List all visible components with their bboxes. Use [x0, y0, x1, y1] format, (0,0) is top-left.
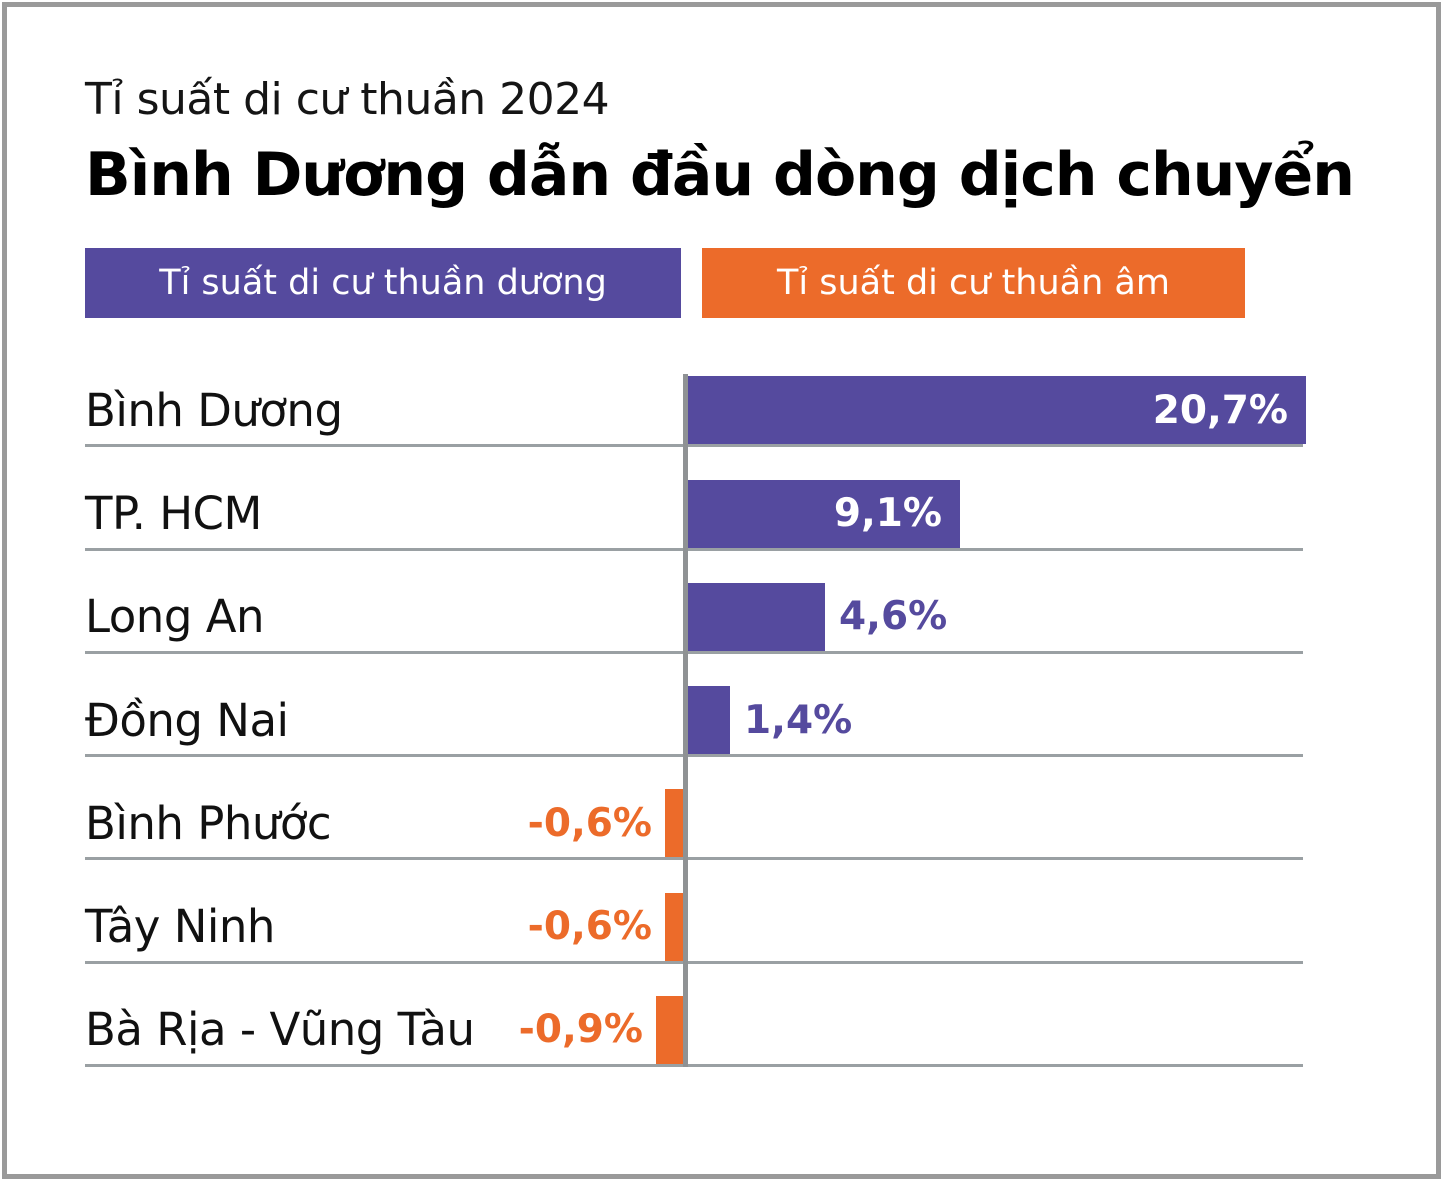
value-label: -0,6%: [527, 904, 652, 950]
chart-title: Bình Dương dẫn đầu dòng dịch chuyển: [85, 140, 1355, 210]
bar-chart: Bình Dương 20,7% TP. HCM 9,1% Long An 4,6% Đồn…: [85, 344, 1306, 1067]
bar-negative: [665, 892, 683, 961]
category-label: TP. HCM: [85, 487, 262, 541]
value-label: -0,9%: [518, 1007, 643, 1053]
value-label: 9,1%: [833, 491, 942, 537]
chart-row: Bình Phước -0,6%: [85, 757, 1303, 861]
legend-label-positive: Tỉ suất di cư thuần dương: [159, 263, 607, 303]
chart-row: Bình Dương 20,7%: [85, 344, 1306, 448]
chart-row: TP. HCM 9,1%: [85, 447, 1303, 551]
category-label: Bình Dương: [85, 383, 343, 437]
bar-negative: [665, 789, 683, 858]
chart-row: Tây Ninh -0,6%: [85, 860, 1303, 964]
legend-item-positive: Tỉ suất di cư thuần dương: [85, 248, 681, 318]
value-label: 20,7%: [1152, 387, 1288, 433]
category-label: Long An: [85, 590, 265, 644]
bar-positive: [688, 376, 1306, 445]
chart-row: Long An 4,6%: [85, 551, 1303, 654]
legend-label-negative: Tỉ suất di cư thuần âm: [777, 263, 1170, 303]
value-label: 1,4%: [744, 697, 853, 743]
chart-row: Bà Rịa - Vũng Tàu -0,9%: [85, 964, 1303, 1067]
axis-baseline: [683, 374, 688, 1067]
category-label: Bình Phước: [85, 796, 332, 850]
legend-item-negative: Tỉ suất di cư thuần âm: [702, 248, 1245, 318]
bar-negative: [656, 995, 683, 1064]
legend: Tỉ suất di cư thuần dương Tỉ suất di cư …: [85, 248, 1245, 318]
category-label: Đồng Nai: [85, 693, 289, 747]
bar-positive: [688, 686, 730, 755]
chart-row: Đồng Nai 1,4%: [85, 654, 1303, 758]
value-label: 4,6%: [839, 594, 948, 640]
bar-positive: [688, 582, 825, 651]
category-label: Bà Rịa - Vũng Tàu: [85, 1003, 475, 1057]
bar-positive: [688, 479, 960, 548]
chart-subtitle: Tỉ suất di cư thuần 2024: [85, 74, 610, 125]
value-label: -0,6%: [527, 800, 652, 846]
category-label: Tây Ninh: [85, 900, 275, 954]
